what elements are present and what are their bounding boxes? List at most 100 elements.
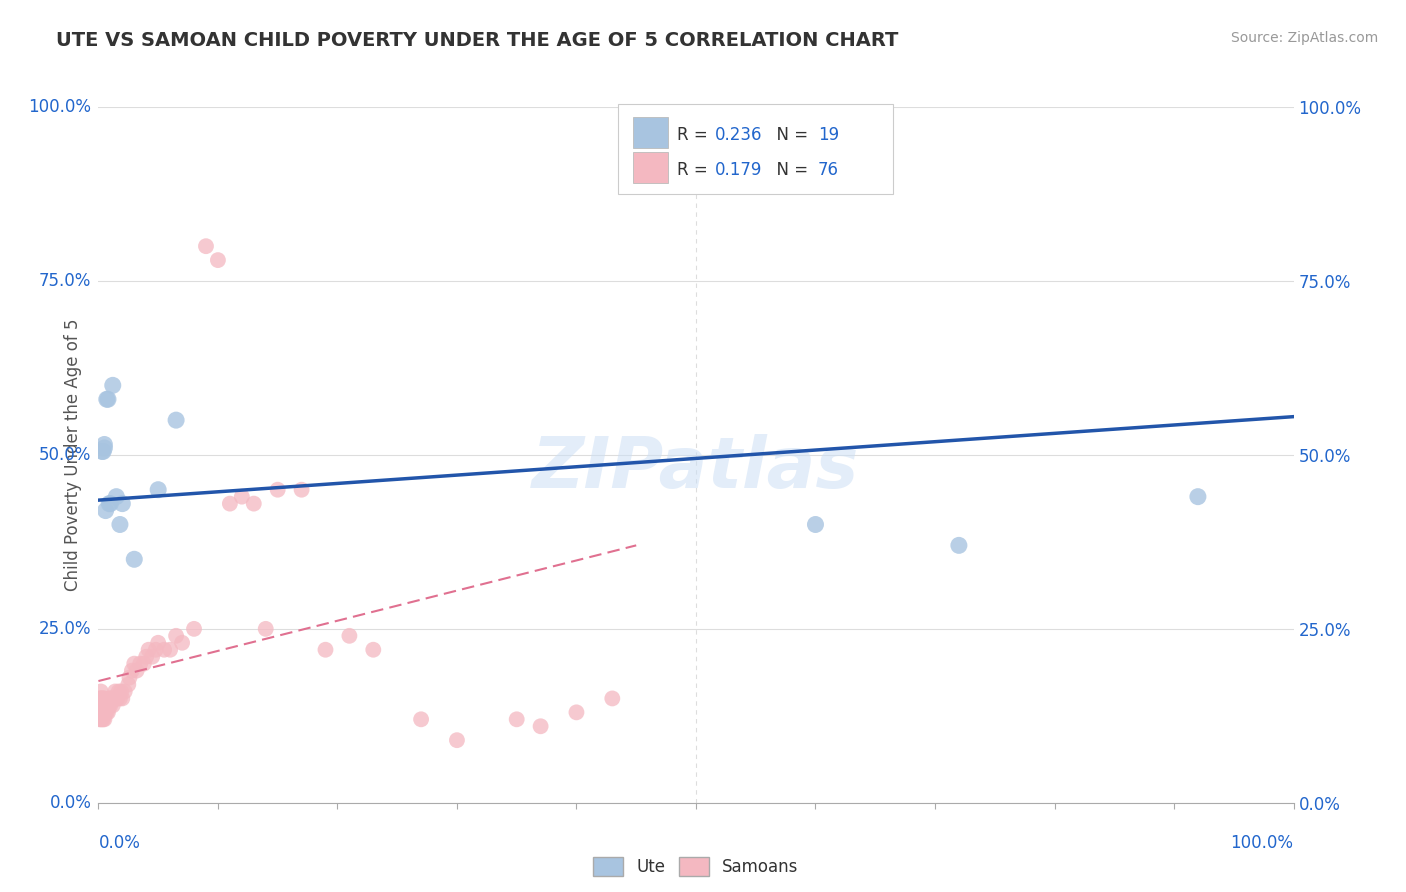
Point: [91, 706, 114, 720]
Point: [101, 698, 124, 713]
Point: [1187, 490, 1209, 504]
Point: [89, 691, 111, 706]
Point: [132, 657, 155, 671]
Point: [96, 392, 118, 407]
Y-axis label: Child Poverty Under the Age of 5: Child Poverty Under the Age of 5: [65, 318, 83, 591]
Point: [108, 691, 131, 706]
Point: [90, 698, 112, 713]
Point: [108, 517, 131, 532]
Point: [93, 441, 115, 455]
Point: [804, 517, 827, 532]
Point: [107, 684, 129, 698]
Point: [124, 552, 146, 566]
Point: [254, 622, 277, 636]
Text: 75.0%: 75.0%: [39, 272, 91, 290]
Point: [194, 239, 218, 253]
Point: [948, 538, 970, 552]
Point: [89, 712, 111, 726]
Point: [506, 712, 529, 726]
Text: R =: R =: [676, 126, 713, 144]
Point: [207, 253, 229, 268]
Point: [91, 444, 114, 458]
Point: [165, 413, 187, 427]
Point: [411, 712, 433, 726]
Text: 76: 76: [818, 161, 839, 178]
Point: [90, 691, 112, 706]
Point: [90, 712, 112, 726]
Point: [97, 706, 120, 720]
Point: [100, 691, 122, 706]
Point: [97, 392, 120, 407]
Point: [111, 497, 134, 511]
Point: [91, 698, 114, 713]
Text: N =: N =: [766, 126, 814, 144]
Point: [103, 691, 125, 706]
Point: [231, 490, 253, 504]
Point: [111, 691, 134, 706]
Text: 0.0%: 0.0%: [49, 794, 91, 812]
Point: [141, 649, 163, 664]
Point: [363, 642, 385, 657]
Point: [125, 664, 148, 678]
Point: [98, 497, 122, 511]
Text: 25.0%: 25.0%: [39, 620, 91, 638]
Point: [93, 691, 115, 706]
Text: Source: ZipAtlas.com: Source: ZipAtlas.com: [1230, 31, 1378, 45]
Text: 0.236: 0.236: [716, 126, 762, 144]
Point: [339, 629, 360, 643]
Point: [93, 712, 115, 726]
Point: [90, 706, 112, 720]
Point: [97, 698, 120, 713]
Point: [98, 698, 122, 713]
Point: [105, 691, 128, 706]
Point: [118, 671, 141, 685]
Text: ZIPatlas: ZIPatlas: [533, 434, 859, 503]
Point: [110, 684, 132, 698]
Text: N =: N =: [766, 161, 814, 178]
Point: [93, 698, 115, 713]
Point: [98, 691, 121, 706]
Point: [93, 437, 115, 451]
Point: [91, 444, 114, 458]
Point: [148, 483, 170, 497]
Text: 19: 19: [818, 126, 839, 144]
Point: [172, 636, 194, 650]
Point: [101, 378, 124, 392]
Point: [91, 712, 114, 726]
Point: [91, 706, 114, 720]
Text: 0.179: 0.179: [716, 161, 762, 178]
Point: [96, 706, 118, 720]
Point: [129, 657, 152, 671]
Point: [89, 706, 111, 720]
Point: [148, 636, 170, 650]
Point: [565, 706, 588, 720]
FancyBboxPatch shape: [633, 153, 668, 183]
Point: [138, 642, 160, 657]
Point: [98, 497, 121, 511]
Point: [117, 677, 139, 691]
Point: [107, 691, 129, 706]
Point: [96, 698, 118, 713]
Point: [602, 691, 624, 706]
Text: 100.0%: 100.0%: [28, 98, 91, 116]
Point: [121, 664, 143, 678]
Point: [529, 719, 551, 733]
Point: [145, 642, 167, 657]
Point: [93, 706, 115, 720]
Point: [94, 706, 117, 720]
Point: [446, 733, 468, 747]
Point: [124, 657, 146, 671]
Point: [153, 642, 176, 657]
Point: [91, 691, 114, 706]
Point: [94, 698, 117, 713]
Point: [219, 497, 242, 511]
Point: [165, 629, 187, 643]
Point: [135, 649, 157, 664]
Point: [104, 684, 127, 698]
Point: [183, 622, 205, 636]
Point: [315, 642, 337, 657]
Point: [267, 483, 290, 497]
Point: [291, 483, 314, 497]
FancyBboxPatch shape: [633, 117, 668, 148]
Text: 0.0%: 0.0%: [98, 834, 141, 852]
